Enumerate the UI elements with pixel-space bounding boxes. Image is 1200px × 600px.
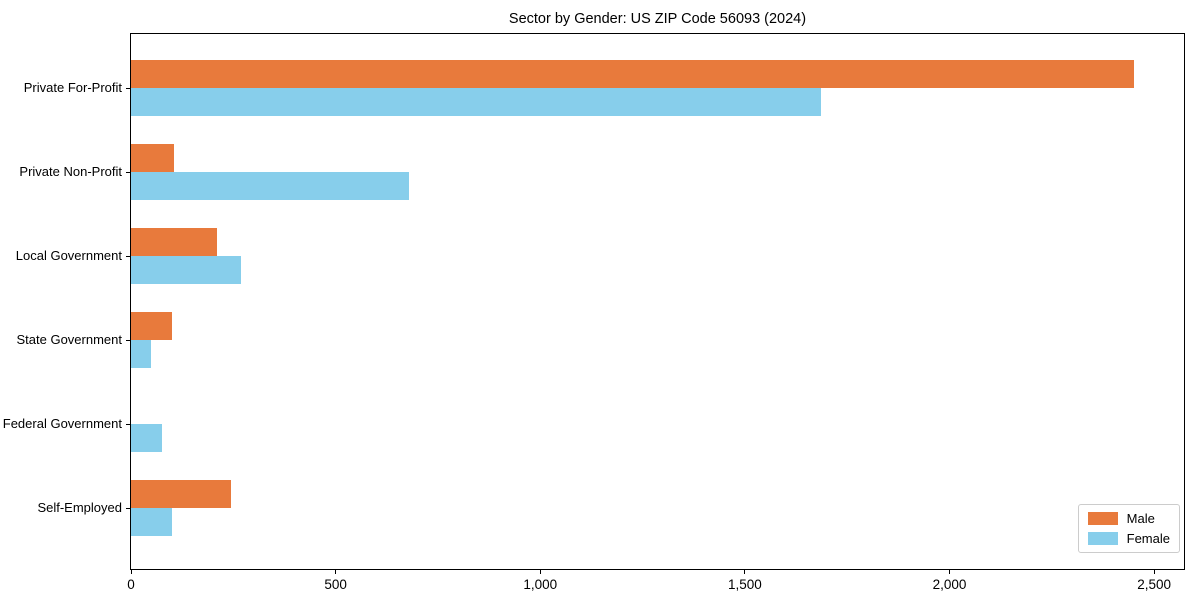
y-axis-tick [126, 424, 131, 425]
y-axis-label: Federal Government [2, 416, 122, 431]
bar-male-0 [131, 60, 1134, 88]
bar-female-0 [131, 88, 821, 116]
x-tick-label: 2,000 [932, 577, 967, 592]
y-axis-label: Private For-Profit [23, 80, 122, 95]
y-axis-tick [126, 88, 131, 89]
x-axis-tick [539, 569, 541, 574]
x-axis-tick [335, 569, 337, 574]
bar-male-1 [131, 144, 174, 172]
x-axis-tick [744, 569, 746, 574]
x-tick-label: 1,500 [727, 577, 762, 592]
x-tick-label: 500 [324, 577, 347, 592]
x-tick-label: 1,000 [523, 577, 558, 592]
legend: Male Female [1077, 504, 1180, 553]
legend-swatch-female [1087, 532, 1118, 545]
x-tick-label: 0 [127, 577, 135, 592]
y-axis-label: Local Government [15, 248, 122, 263]
y-axis-tick [126, 256, 131, 257]
y-axis-label: Private Non-Profit [19, 164, 122, 179]
legend-swatch-male [1087, 512, 1118, 525]
bar-female-1 [131, 172, 410, 200]
legend-item-female: Female [1087, 531, 1170, 546]
bar-male-2 [131, 228, 217, 256]
bar-female-3 [131, 340, 152, 368]
legend-item-male: Male [1087, 511, 1170, 526]
bar-male-3 [131, 312, 172, 340]
y-axis-label: Self-Employed [37, 500, 122, 515]
bar-male-5 [131, 480, 232, 508]
y-axis-tick [126, 340, 131, 341]
y-axis-tick [126, 172, 131, 173]
legend-label-male: Male [1126, 511, 1155, 526]
plot-area: Male Female Private For-Profit Private No… [3, 33, 1185, 592]
x-axis-tick [948, 569, 950, 574]
legend-label-female: Female [1126, 531, 1170, 546]
bar-female-5 [131, 508, 172, 536]
y-axis-tick [126, 508, 131, 509]
x-axis-tick [131, 569, 132, 574]
bar-female-2 [131, 256, 242, 284]
chart-title: Sector by Gender: US ZIP Code 56093 (202… [508, 11, 807, 27]
y-axis-label: State Government [16, 332, 123, 347]
bar-female-4 [131, 424, 162, 452]
x-axis-tick [1153, 569, 1155, 574]
x-tick-label: 2,500 [1137, 577, 1172, 592]
